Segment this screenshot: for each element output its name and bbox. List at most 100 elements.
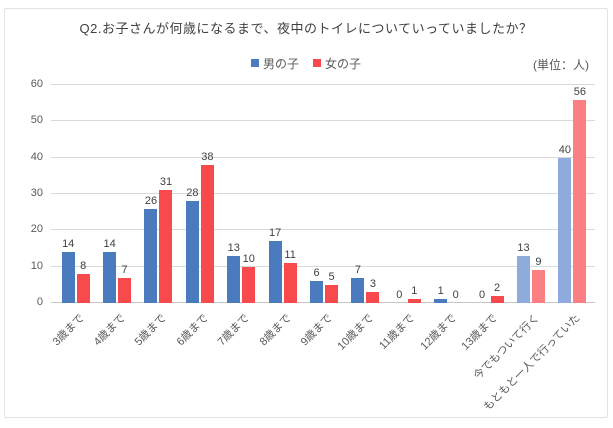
bar-groups: 14 8 14 7 26 31 28 38 13 10 17 11 6 5 7 3 0 1 1 0 0 2 13 9 40 56 <box>55 85 593 303</box>
bar-boys <box>516 255 530 303</box>
bar-column-boys: 6 <box>310 267 324 303</box>
bar-column-girls: 8 <box>76 259 90 303</box>
legend-item-girls: 女の子 <box>313 55 361 72</box>
y-tick-label: 20 <box>30 223 43 236</box>
bar-column-girls: 9 <box>531 256 545 303</box>
data-label-boys: 14 <box>62 238 75 251</box>
bar-girls <box>242 266 256 303</box>
x-axis-labels: 3歳まで 4歳まで 5歳まで 6歳まで 7歳まで 8歳まで 9歳まで 10歳まで 11歳まで 12… <box>50 303 595 413</box>
chart-frame: Q2.お子さんが何歳になるまで、夜中のトイレについていっていましたか？ 男の子 女… <box>4 8 608 418</box>
bar-group: 13 9 <box>510 85 551 303</box>
y-tick-label: 30 <box>30 187 43 199</box>
bar-column-girls: 10 <box>242 252 256 303</box>
bar-column-girls: 1 <box>407 285 421 303</box>
gridline <box>51 193 595 194</box>
bar-group: 13 10 <box>221 85 262 303</box>
data-label-boys: 17 <box>269 227 282 240</box>
bar-boys <box>310 281 324 303</box>
gridline <box>51 156 595 158</box>
unit-label: (単位：人) <box>533 58 589 72</box>
bar-column-boys: 0 <box>393 289 406 303</box>
data-label-girls: 8 <box>80 259 87 272</box>
data-label-girls: 2 <box>494 281 501 294</box>
bar-boys <box>61 252 75 303</box>
gridline <box>51 84 595 85</box>
data-label-girls: 5 <box>328 270 335 283</box>
data-label-girls: 10 <box>242 252 255 265</box>
chart-body: 0 10 20 30 40 50 60 14 8 14 7 26 31 28 38 13 10 17 11 6 5 7 3… <box>17 78 595 308</box>
chart-title: Q2.お子さんが何歳になるまで、夜中のトイレについていっていましたか？ <box>79 21 533 36</box>
bar-boys <box>268 241 282 303</box>
bar-girls <box>159 190 173 303</box>
bar-column-girls: 5 <box>325 270 339 303</box>
y-tick-label: 50 <box>30 114 43 127</box>
bar-column-girls: 0 <box>449 289 462 303</box>
data-label-girls: 1 <box>411 285 418 298</box>
data-label-girls: 56 <box>573 85 586 98</box>
bar-group: 14 8 <box>55 85 96 303</box>
bar-girls <box>573 99 587 303</box>
bar-girls <box>325 284 339 303</box>
bar-girls <box>531 270 545 303</box>
bar-boys <box>351 277 365 303</box>
bar-boys <box>103 252 117 303</box>
bar-column-girls: 2 <box>490 281 504 303</box>
data-label-girls: 0 <box>452 289 459 301</box>
x-label-cell: 8歳まで <box>257 303 303 409</box>
y-tick-label: 60 <box>30 78 43 90</box>
legend: 男の子 女の子 <box>5 55 607 71</box>
legend-row: 男の子 女の子 (単位：人) <box>5 55 607 72</box>
x-axis-row: 3歳まで 4歳まで 5歳まで 6歳まで 7歳まで 8歳まで 9歳まで 10歳まで 11歳まで 12… <box>17 303 595 413</box>
bar-girls <box>118 277 132 303</box>
data-label-girls: 38 <box>201 150 214 163</box>
bar-group: 40 56 <box>552 85 593 303</box>
bar-column-girls: 11 <box>283 249 297 303</box>
bar-column-boys: 26 <box>144 194 158 303</box>
x-category-label: 3歳まで <box>50 312 87 349</box>
gridline <box>51 229 595 231</box>
bar-group: 26 31 <box>138 85 179 303</box>
data-label-boys: 1 <box>437 285 444 298</box>
x-label-cell: もともと一人で行っていた <box>482 303 593 413</box>
bar-column-boys: 40 <box>558 143 572 303</box>
x-label-cell: 9歳まで <box>299 303 344 409</box>
data-label-girls: 31 <box>159 176 173 189</box>
bar-girls <box>283 263 297 303</box>
gridline <box>51 120 595 122</box>
bar-column-boys: 1 <box>434 285 448 303</box>
x-label-cell: 7歳まで <box>216 303 262 409</box>
bar-column-girls: 3 <box>366 278 380 303</box>
x-label-cell: 5歳まで <box>133 303 179 409</box>
gridline <box>51 265 595 267</box>
legend-swatch-girls <box>313 59 321 67</box>
data-label-boys: 26 <box>144 194 158 207</box>
legend-label-boys: 男の子 <box>262 56 299 71</box>
bar-column-boys: 28 <box>185 187 199 303</box>
x-label-cell: 11歳まで <box>378 303 427 409</box>
bar-girls <box>366 292 380 303</box>
data-label-girls: 7 <box>121 263 128 276</box>
plot-area: 14 8 14 7 26 31 28 38 13 10 17 11 6 5 7 3 0 1 1 0 0 2 13 9 40 56 <box>51 84 595 303</box>
bar-column-girls: 56 <box>573 85 587 303</box>
bar-column-girls: 31 <box>159 176 173 303</box>
data-label-boys: 13 <box>227 241 240 254</box>
legend-label-girls: 女の子 <box>325 56 362 71</box>
data-label-boys: 13 <box>517 241 530 254</box>
x-label-cell: 4歳まで <box>92 303 137 409</box>
y-tick-label: 40 <box>30 150 43 163</box>
y-tick-label: 10 <box>30 259 43 272</box>
bar-boys <box>185 201 199 303</box>
bar-boys <box>558 157 572 303</box>
bar-column-boys: 14 <box>103 238 117 303</box>
bar-group: 14 7 <box>96 85 137 303</box>
bar-boys <box>434 299 448 303</box>
x-label-cell: 3歳まで <box>50 303 96 409</box>
x-label-cell: 12歳まで <box>418 303 469 409</box>
bar-column-boys: 14 <box>61 238 75 303</box>
data-label-boys: 40 <box>558 143 571 156</box>
x-axis-spacer <box>17 303 51 409</box>
